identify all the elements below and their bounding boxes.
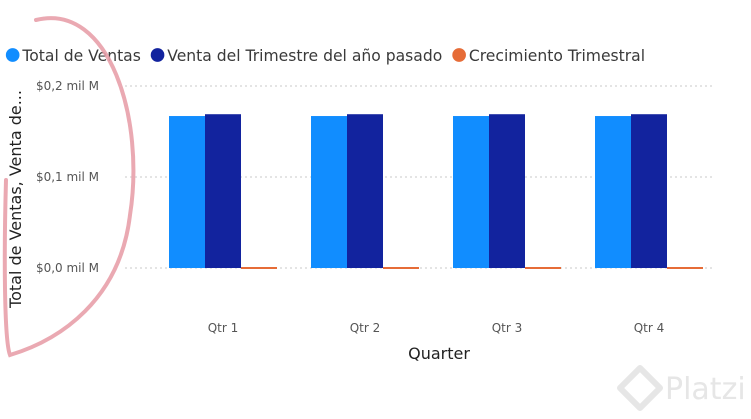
bar-growth-1[interactable] (241, 267, 277, 269)
y-axis-tick-labels: $0,0 mil M $0,1 mil M $0,2 mil M (36, 79, 99, 275)
bar-total-4[interactable] (595, 116, 631, 268)
x-tick-label: Qtr 3 (492, 321, 523, 335)
bars (169, 114, 703, 269)
watermark-text: Platzi (665, 372, 746, 407)
bar-total-3[interactable] (453, 116, 489, 268)
y-tick-label: $0,0 mil M (36, 261, 99, 275)
bar-prev-2[interactable] (347, 114, 383, 269)
legend-marker (5, 48, 20, 62)
hand-drawn-annotation (2, 16, 136, 358)
bar-prev-4[interactable] (631, 114, 667, 269)
x-tick-label: Qtr 2 (350, 321, 381, 335)
bar-prev-3[interactable] (489, 114, 525, 269)
x-tick-label: Qtr 1 (208, 321, 239, 335)
x-axis-tick-labels: Qtr 1 Qtr 2 Qtr 3 Qtr 4 (208, 321, 665, 335)
legend-marker (452, 48, 466, 62)
legend-item-growth[interactable]: Crecimiento Trimestral (452, 47, 645, 65)
x-tick-label: Qtr 4 (634, 321, 665, 335)
platzi-logo-icon (617, 365, 663, 411)
x-axis-title: Quarter (408, 344, 470, 363)
legend-marker (150, 48, 165, 62)
platzi-watermark: Platzi (617, 365, 746, 411)
y-axis-title: Total de Ventas, Venta de... (6, 90, 25, 309)
bar-growth-3[interactable] (525, 267, 561, 269)
legend-label: Total de Ventas (21, 47, 140, 65)
bar-growth-2[interactable] (383, 267, 419, 269)
legend-label: Venta del Trimestre del año pasado (167, 47, 442, 65)
bar-total-1[interactable] (169, 116, 205, 268)
bar-growth-4[interactable] (667, 267, 703, 269)
y-tick-label: $0,2 mil M (36, 79, 99, 93)
bar-prev-1[interactable] (205, 114, 241, 269)
bar-total-2[interactable] (311, 116, 347, 268)
y-tick-label: $0,1 mil M (36, 170, 99, 184)
legend-label: Crecimiento Trimestral (469, 47, 645, 65)
legend-item-prev[interactable]: Venta del Trimestre del año pasado (150, 47, 443, 65)
legend-item-total[interactable]: Total de Ventas (5, 47, 141, 65)
